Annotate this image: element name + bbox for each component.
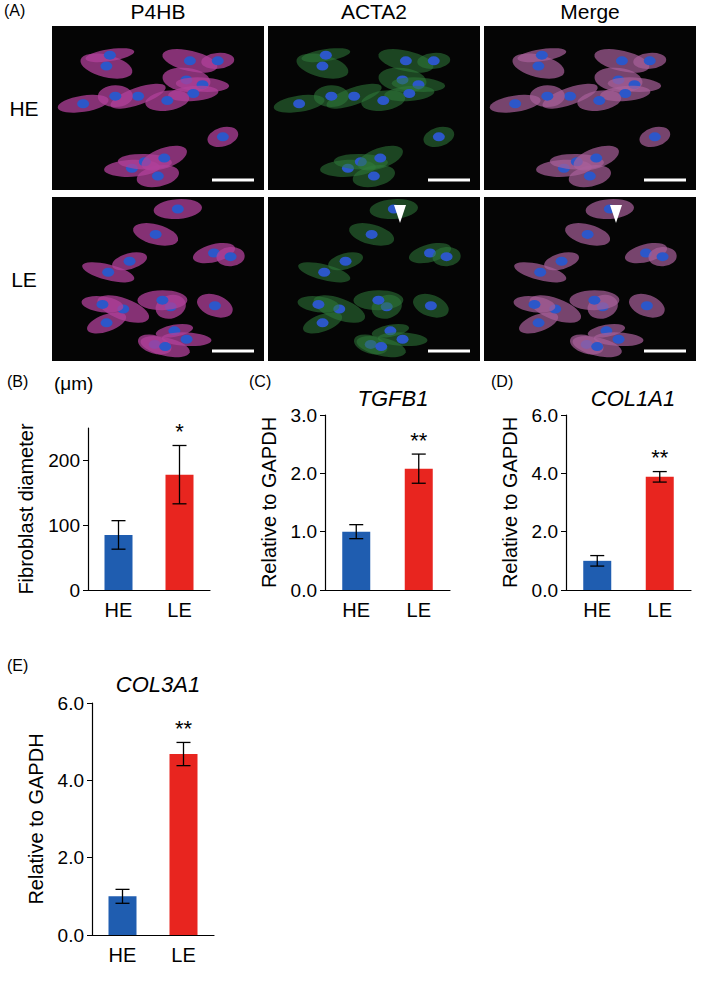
svg-text:**: ** — [410, 428, 428, 453]
svg-text:(C): (C) — [249, 373, 271, 390]
svg-text:(A): (A) — [4, 2, 25, 19]
svg-text:**: ** — [175, 716, 193, 741]
svg-text:HE: HE — [342, 599, 370, 621]
svg-text:(μm): (μm) — [54, 373, 93, 394]
svg-text:(E): (E) — [7, 657, 28, 674]
svg-text:Relative to GAPDH: Relative to GAPDH — [258, 417, 280, 588]
svg-text:0.0: 0.0 — [291, 580, 317, 601]
svg-text:(B): (B) — [7, 373, 28, 390]
svg-text:6.0: 6.0 — [58, 693, 84, 714]
svg-text:*: * — [175, 419, 184, 444]
svg-text:2.0: 2.0 — [291, 463, 317, 484]
svg-text:LE: LE — [11, 268, 37, 291]
svg-text:Relative to GAPDH: Relative to GAPDH — [499, 417, 521, 588]
svg-text:2.0: 2.0 — [532, 521, 558, 542]
svg-text:0.0: 0.0 — [532, 580, 558, 601]
svg-text:**: ** — [651, 445, 669, 470]
svg-text:HE: HE — [583, 599, 611, 621]
svg-text:0: 0 — [69, 580, 80, 601]
svg-text:LE: LE — [167, 599, 191, 621]
svg-text:3.0: 3.0 — [291, 405, 317, 426]
svg-text:4.0: 4.0 — [532, 463, 558, 484]
svg-text:P4HB: P4HB — [131, 0, 186, 23]
svg-text:(D): (D) — [491, 373, 513, 390]
svg-text:LE: LE — [407, 599, 431, 621]
svg-text:Merge: Merge — [560, 0, 620, 23]
svg-text:200: 200 — [48, 450, 80, 471]
svg-text:LE: LE — [648, 599, 672, 621]
svg-text:HE: HE — [9, 97, 38, 120]
svg-text:Relative to GAPDH: Relative to GAPDH — [25, 733, 47, 904]
svg-text:TGFB1: TGFB1 — [358, 386, 429, 411]
svg-text:2.0: 2.0 — [58, 847, 84, 868]
svg-text:HE: HE — [109, 944, 137, 966]
svg-text:Fibroblast diameter: Fibroblast diameter — [15, 423, 37, 595]
svg-text:0.0: 0.0 — [58, 925, 84, 946]
svg-text:1.0: 1.0 — [291, 521, 317, 542]
svg-text:HE: HE — [105, 599, 133, 621]
svg-text:ACTA2: ACTA2 — [341, 0, 407, 23]
svg-text:LE: LE — [171, 944, 195, 966]
svg-text:100: 100 — [48, 515, 80, 536]
svg-text:COL1A1: COL1A1 — [591, 386, 675, 411]
svg-text:6.0: 6.0 — [532, 405, 558, 426]
svg-text:4.0: 4.0 — [58, 770, 84, 791]
svg-text:COL3A1: COL3A1 — [116, 672, 200, 697]
